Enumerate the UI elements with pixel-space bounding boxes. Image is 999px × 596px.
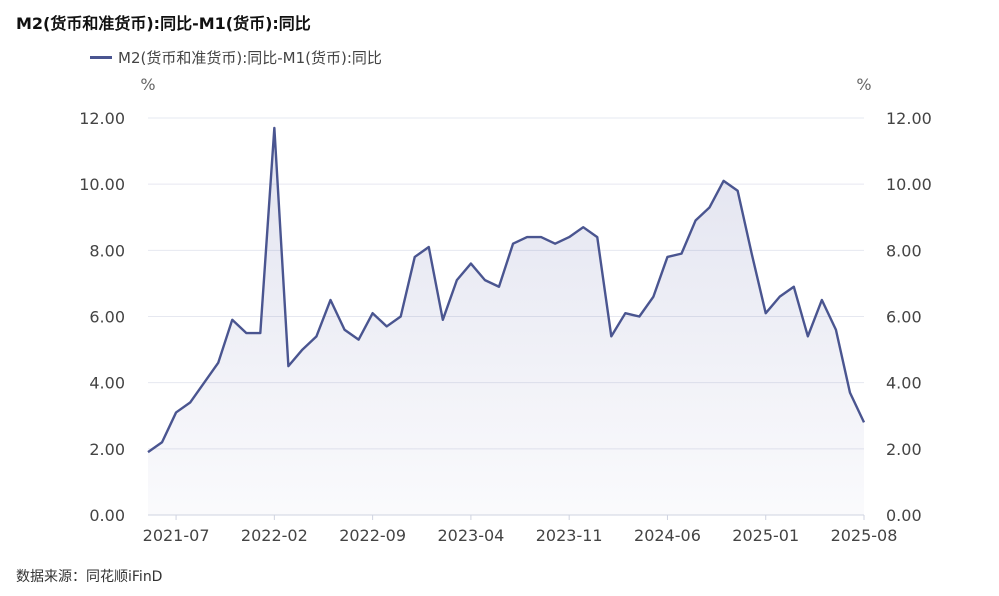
data-point[interactable]: [257, 330, 263, 336]
data-point[interactable]: [370, 310, 376, 316]
data-point[interactable]: [299, 347, 305, 353]
data-point[interactable]: [791, 284, 797, 290]
x-tick-label: 2021-07: [143, 526, 210, 545]
data-point[interactable]: [159, 439, 165, 445]
y-unit-left: %: [140, 75, 155, 94]
data-point[interactable]: [187, 400, 193, 406]
y-tick-right: 8.00: [886, 241, 922, 260]
data-point[interactable]: [524, 234, 530, 240]
data-point[interactable]: [594, 234, 600, 240]
data-point[interactable]: [721, 178, 727, 184]
x-tick-label: 2023-04: [437, 526, 504, 545]
y-tick-right: 12.00: [886, 109, 932, 128]
data-point[interactable]: [622, 310, 628, 316]
data-point[interactable]: [735, 188, 741, 194]
x-tick-label: 2022-09: [339, 526, 406, 545]
x-tick-label: 2025-08: [831, 526, 898, 545]
y-tick-right: 4.00: [886, 374, 922, 393]
data-point[interactable]: [749, 251, 755, 257]
y-tick-right: 6.00: [886, 308, 922, 327]
chart-title: M2(货币和准货币):同比-M1(货币):同比: [16, 14, 311, 33]
data-point[interactable]: [819, 297, 825, 303]
data-point[interactable]: [805, 333, 811, 339]
y-tick-left: 6.00: [89, 308, 125, 327]
data-point[interactable]: [650, 294, 656, 300]
data-point[interactable]: [313, 333, 319, 339]
data-point[interactable]: [398, 314, 404, 320]
data-point[interactable]: [426, 244, 432, 250]
y-tick-left: 2.00: [89, 440, 125, 459]
y-tick-right: 10.00: [886, 175, 932, 194]
data-point[interactable]: [468, 261, 474, 267]
y-unit-right: %: [856, 75, 871, 94]
data-point[interactable]: [566, 234, 572, 240]
data-point[interactable]: [777, 294, 783, 300]
data-point[interactable]: [356, 337, 362, 343]
data-point[interactable]: [328, 297, 334, 303]
data-point[interactable]: [538, 234, 544, 240]
series-area: [148, 127, 864, 516]
data-point[interactable]: [482, 277, 488, 283]
y-tick-left: 12.00: [79, 109, 125, 128]
data-point[interactable]: [342, 327, 348, 333]
data-point[interactable]: [145, 449, 151, 455]
data-point[interactable]: [412, 254, 418, 260]
data-point[interactable]: [229, 317, 235, 323]
data-point[interactable]: [496, 284, 502, 290]
data-point[interactable]: [552, 241, 558, 247]
x-tick-label: 2025-01: [732, 526, 799, 545]
data-point[interactable]: [215, 360, 221, 366]
data-point[interactable]: [510, 241, 516, 247]
data-point[interactable]: [440, 317, 446, 323]
data-point[interactable]: [608, 333, 614, 339]
y-tick-right: 0.00: [886, 506, 922, 525]
y-tick-left: 4.00: [89, 374, 125, 393]
y-tick-left: 10.00: [79, 175, 125, 194]
x-tick-label: 2022-02: [241, 526, 308, 545]
data-point[interactable]: [664, 254, 670, 260]
data-point[interactable]: [384, 323, 390, 329]
data-point[interactable]: [454, 277, 460, 283]
x-tick-label: 2024-06: [634, 526, 701, 545]
data-point[interactable]: [173, 409, 179, 415]
data-point[interactable]: [580, 224, 586, 230]
data-point[interactable]: [271, 125, 277, 131]
data-point[interactable]: [201, 380, 207, 386]
data-point[interactable]: [693, 218, 699, 224]
data-point[interactable]: [847, 390, 853, 396]
data-point[interactable]: [285, 363, 291, 369]
y-tick-left: 0.00: [89, 506, 125, 525]
series-line[interactable]: [147, 126, 866, 454]
data-point[interactable]: [678, 251, 684, 257]
data-point[interactable]: [636, 314, 642, 320]
data-point[interactable]: [861, 419, 867, 425]
x-tick-label: 2023-11: [536, 526, 603, 545]
y-tick-right: 2.00: [886, 440, 922, 459]
data-point[interactable]: [763, 310, 769, 316]
data-source: 数据来源：同花顺iFinD: [16, 569, 163, 585]
y-tick-left: 8.00: [89, 241, 125, 260]
legend-swatch: [90, 56, 112, 59]
data-point[interactable]: [707, 204, 713, 210]
legend[interactable]: M2(货币和准货币):同比-M1(货币):同比: [90, 47, 382, 68]
legend-label: M2(货币和准货币):同比-M1(货币):同比: [118, 49, 382, 67]
data-point[interactable]: [833, 327, 839, 333]
data-point[interactable]: [243, 330, 249, 336]
